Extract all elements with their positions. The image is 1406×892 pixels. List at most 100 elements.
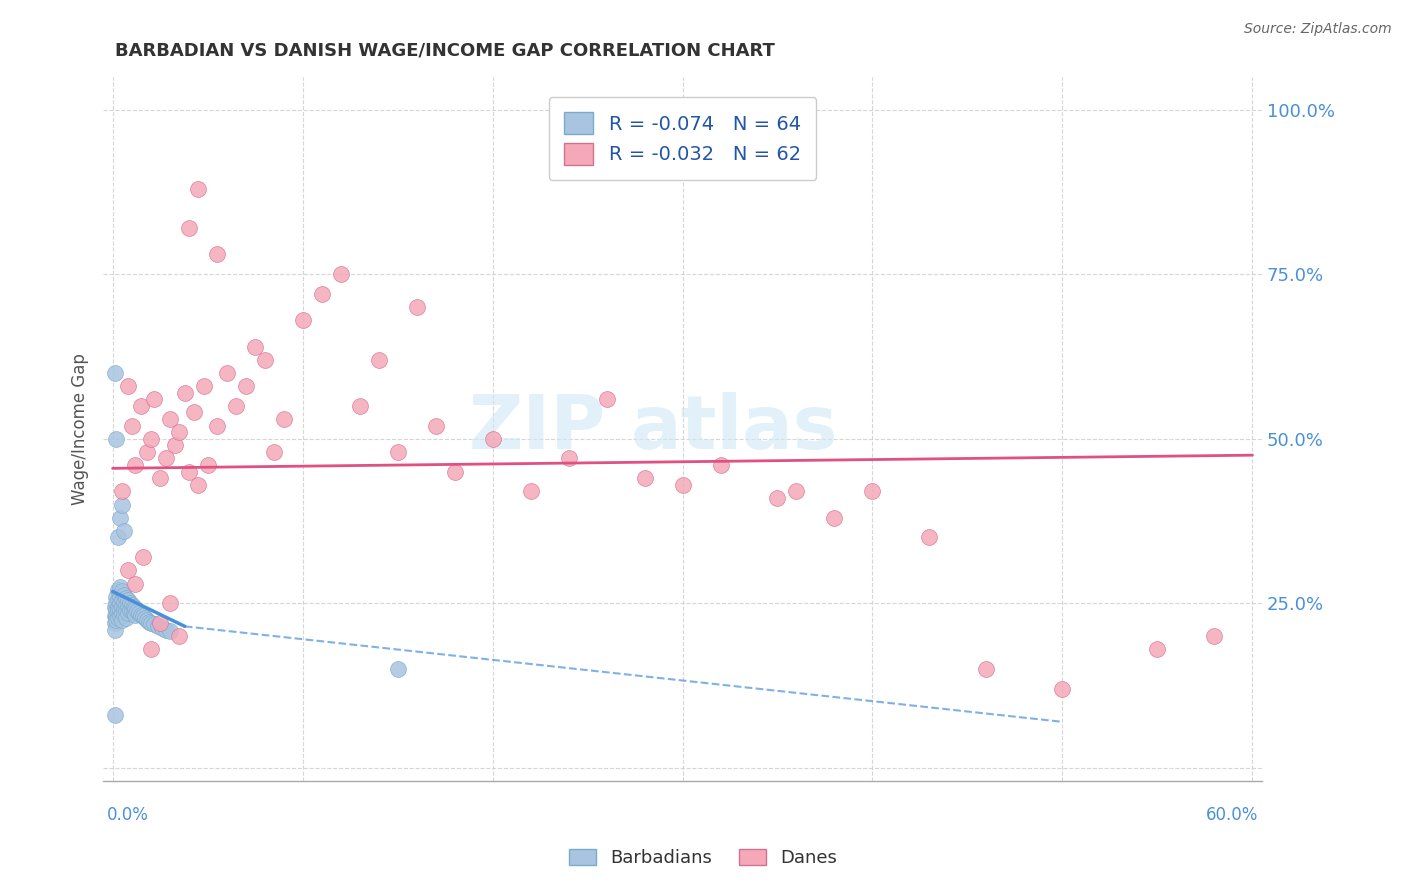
Point [167, 629, 190, 643]
Point [115, 598, 138, 612]
Point [387, 445, 409, 459]
Point [110, 510, 132, 524]
Point [115, 611, 138, 625]
Point [118, 596, 141, 610]
Point [367, 352, 389, 367]
Point [112, 601, 135, 615]
Point [121, 418, 143, 433]
Point [481, 432, 503, 446]
Point [112, 524, 135, 538]
Point [135, 613, 157, 627]
Point [173, 385, 195, 400]
Point [132, 609, 155, 624]
Point [139, 616, 162, 631]
Point [111, 593, 134, 607]
Point [205, 418, 228, 433]
Point [121, 604, 143, 618]
Point [103, 623, 125, 637]
Point [177, 221, 200, 235]
Point [139, 642, 162, 657]
Point [425, 418, 447, 433]
Point [143, 617, 166, 632]
Point [111, 606, 134, 620]
Point [215, 366, 238, 380]
Point [111, 584, 134, 599]
Point [187, 181, 209, 195]
Point [122, 606, 145, 620]
Point [129, 608, 152, 623]
Point [124, 601, 146, 615]
Point [225, 399, 247, 413]
Text: BARBADIAN VS DANISH WAGE/INCOME GAP CORRELATION CHART: BARBADIAN VS DANISH WAGE/INCOME GAP CORR… [115, 42, 775, 60]
Text: 60.0%: 60.0% [1206, 806, 1258, 824]
Point [187, 478, 209, 492]
Point [124, 608, 146, 623]
Point [107, 599, 129, 614]
Point [139, 432, 162, 446]
Point [103, 616, 125, 631]
Point [519, 484, 541, 499]
Point [129, 399, 152, 413]
Point [155, 451, 177, 466]
Point [918, 531, 941, 545]
Point [117, 593, 139, 607]
Point [159, 412, 181, 426]
Point [107, 604, 129, 618]
Point [118, 603, 141, 617]
Point [107, 531, 129, 545]
Point [135, 445, 157, 459]
Point [405, 300, 427, 314]
Point [159, 596, 181, 610]
Point [671, 478, 693, 492]
Point [107, 593, 129, 607]
Point [155, 623, 177, 637]
Point [127, 604, 149, 618]
Point [311, 286, 333, 301]
Point [110, 609, 132, 624]
Point [1052, 681, 1074, 696]
Point [183, 405, 205, 419]
Point [824, 510, 846, 524]
Point [193, 379, 215, 393]
Point [105, 590, 128, 604]
Point [329, 267, 352, 281]
Point [103, 599, 125, 614]
Point [766, 491, 789, 505]
Point [197, 458, 219, 472]
Point [110, 580, 132, 594]
Point [785, 484, 807, 499]
Point [121, 598, 143, 612]
Point [110, 596, 132, 610]
Y-axis label: Wage/Income Gap: Wage/Income Gap [72, 353, 89, 505]
Point [243, 339, 266, 353]
Point [132, 550, 155, 565]
Point [143, 392, 166, 407]
Point [107, 611, 129, 625]
Point [112, 608, 135, 623]
Point [105, 603, 128, 617]
Point [124, 576, 146, 591]
Point [103, 366, 125, 380]
Point [976, 662, 998, 676]
Text: Source: ZipAtlas.com: Source: ZipAtlas.com [1244, 22, 1392, 37]
Text: 0.0%: 0.0% [107, 806, 149, 824]
Point [111, 599, 134, 614]
Point [107, 583, 129, 598]
Point [117, 599, 139, 614]
Text: atlas: atlas [631, 392, 838, 466]
Point [1146, 642, 1168, 657]
Point [557, 451, 579, 466]
Point [134, 611, 156, 625]
Point [105, 613, 128, 627]
Point [103, 708, 125, 723]
Point [138, 615, 160, 629]
Point [105, 432, 128, 446]
Legend: R = -0.074   N = 64, R = -0.032   N = 62: R = -0.074 N = 64, R = -0.032 N = 62 [548, 97, 817, 180]
Point [124, 458, 146, 472]
Point [595, 392, 617, 407]
Point [387, 662, 409, 676]
Point [1204, 629, 1226, 643]
Point [110, 590, 132, 604]
Point [235, 379, 257, 393]
Point [349, 399, 371, 413]
